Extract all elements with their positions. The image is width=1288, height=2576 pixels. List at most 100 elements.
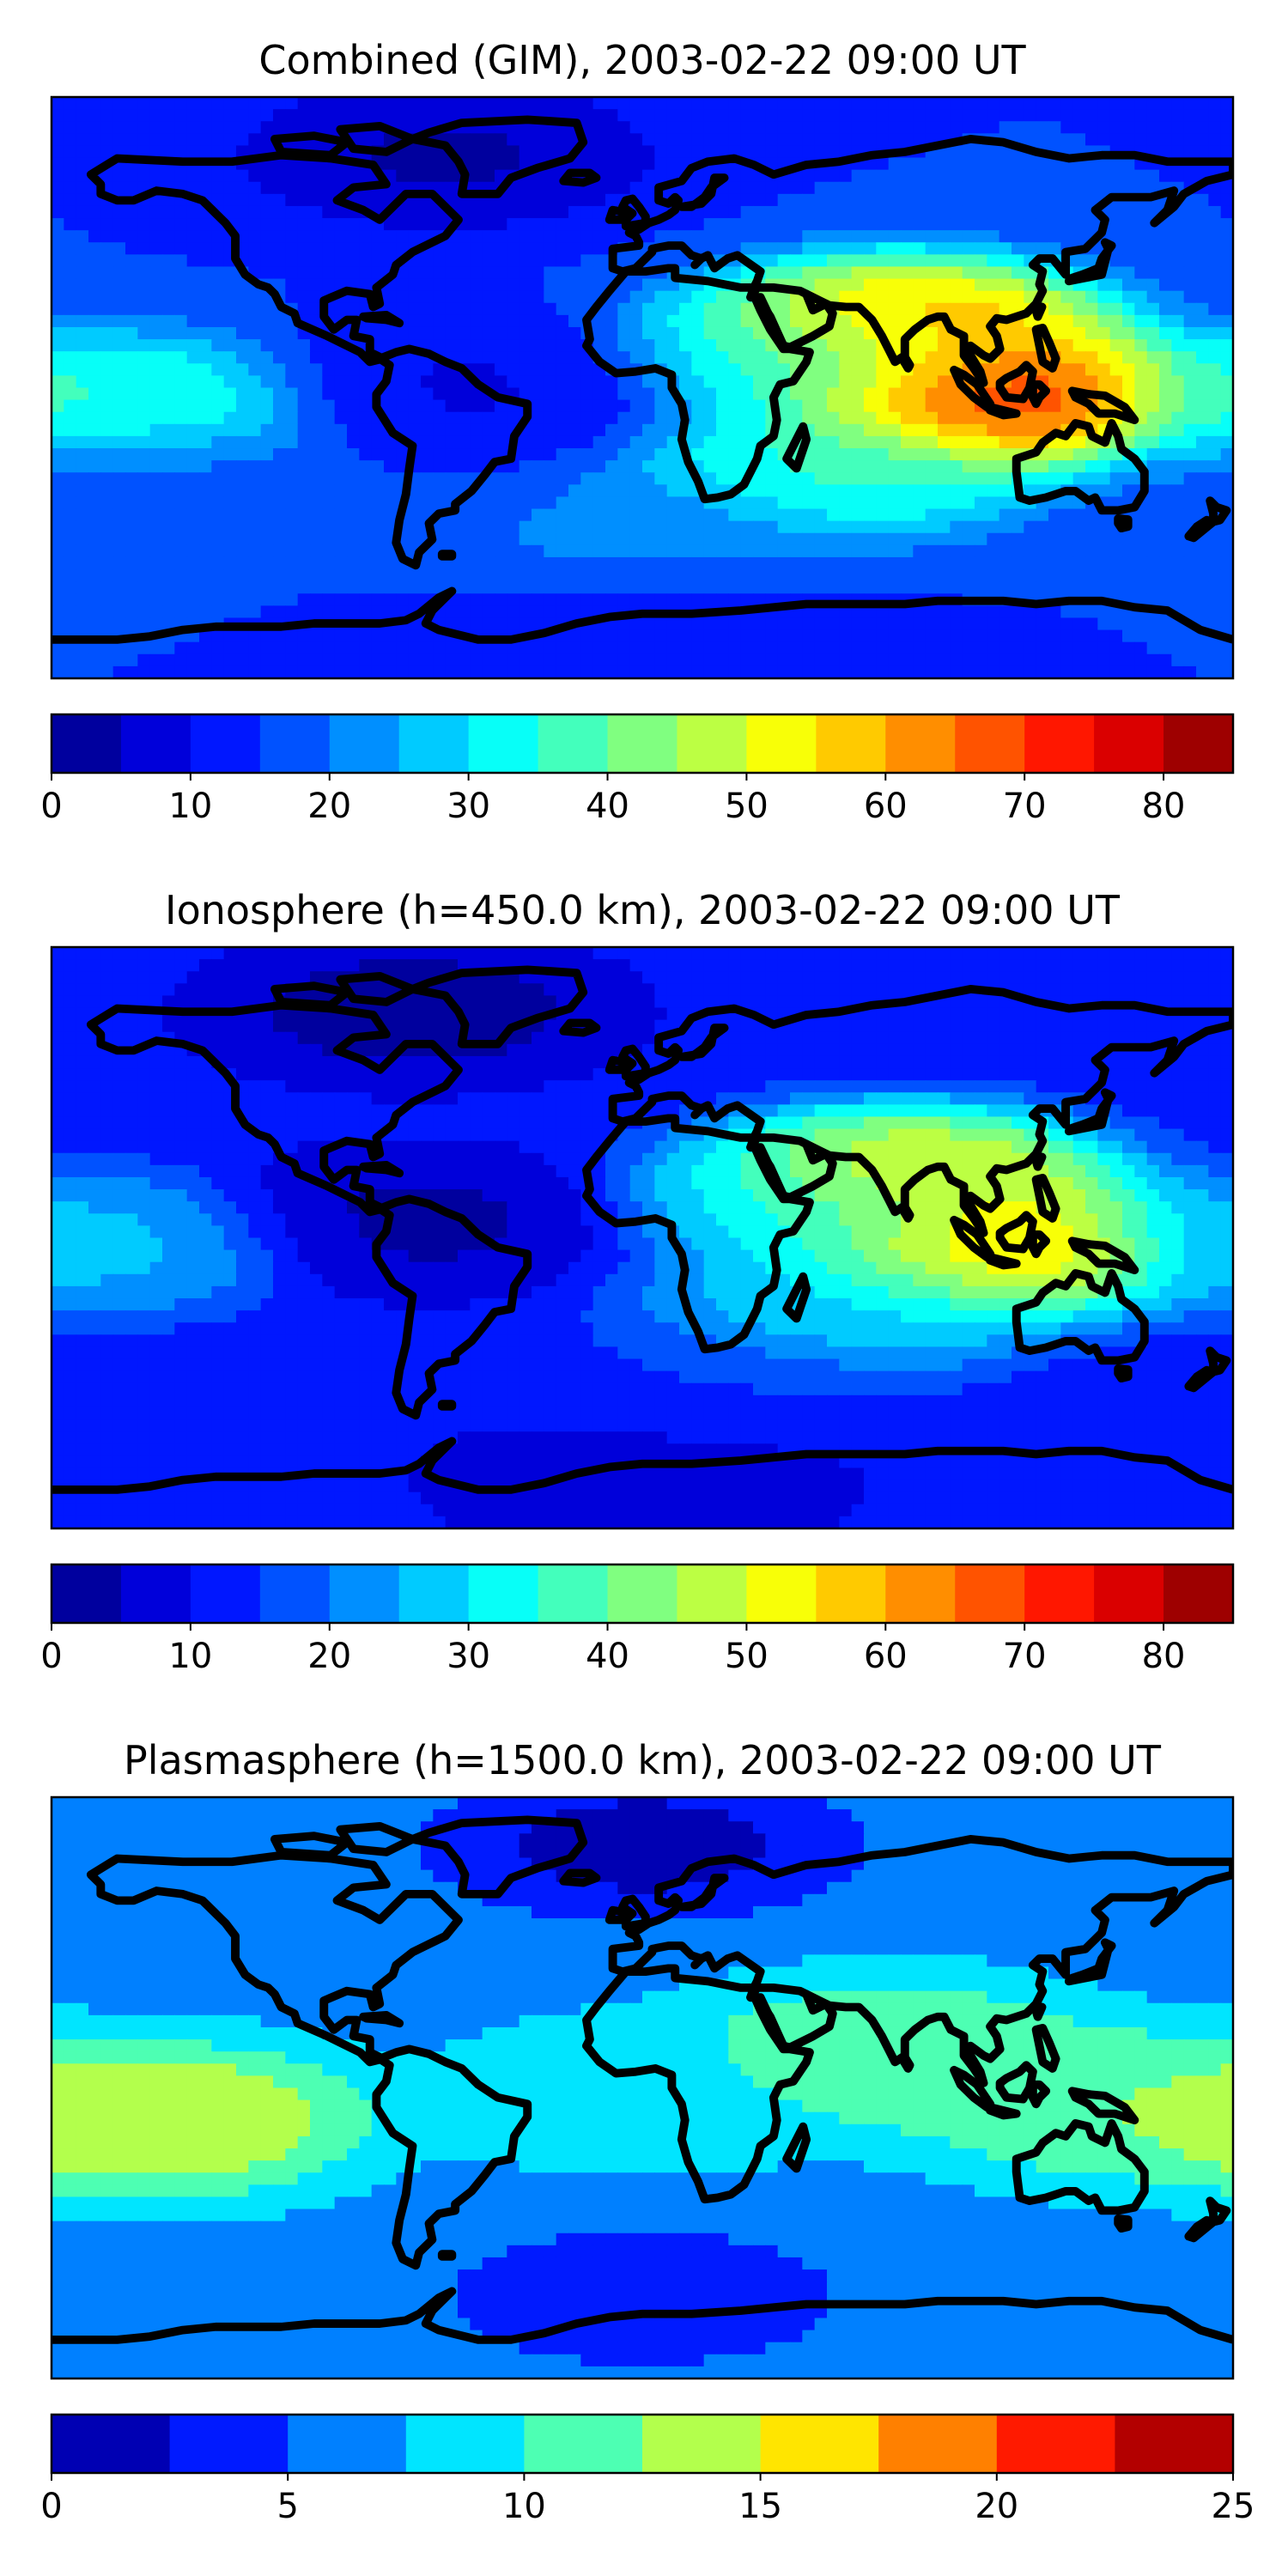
field-cell	[654, 629, 668, 643]
field-cell	[396, 593, 410, 606]
field-cell	[691, 375, 705, 389]
field-cell	[1085, 278, 1098, 292]
field-cell	[519, 496, 532, 510]
field-cell	[901, 435, 914, 449]
field-cell	[162, 556, 175, 570]
field-cell	[347, 363, 360, 376]
field-cell	[802, 520, 816, 534]
field-cell	[962, 266, 975, 280]
colorbar-swatch	[538, 714, 609, 773]
field-cell	[76, 641, 89, 655]
field-cell	[1159, 496, 1172, 510]
field-cell	[938, 605, 951, 619]
field-cell	[728, 302, 742, 316]
field-cell	[1146, 399, 1160, 413]
field-cell	[408, 569, 422, 582]
field-cell	[1060, 133, 1074, 147]
field-cell	[1208, 387, 1222, 401]
field-cell	[950, 314, 963, 328]
field-cell	[223, 205, 237, 219]
field-cell	[100, 983, 114, 997]
field-cell	[532, 484, 544, 498]
field-cell	[740, 581, 754, 594]
field-cell	[125, 983, 138, 997]
field-cell	[629, 544, 643, 558]
field-cell	[1024, 665, 1037, 678]
field-cell	[1220, 278, 1233, 292]
field-cell	[876, 121, 890, 134]
field-cell	[544, 641, 557, 655]
field-cell	[814, 629, 828, 643]
field-cell	[1060, 448, 1074, 461]
field-cell	[64, 508, 77, 522]
field-cell	[112, 947, 126, 960]
field-cell	[433, 339, 447, 352]
field-cell	[827, 556, 840, 570]
field-cell	[777, 569, 791, 582]
field-cell	[1012, 532, 1024, 546]
field-cell	[52, 157, 64, 171]
field-cell	[728, 653, 742, 667]
field-cell	[211, 544, 225, 558]
field-cell	[519, 484, 532, 498]
field-cell	[938, 947, 951, 960]
field-cell	[76, 544, 89, 558]
field-cell	[322, 653, 336, 667]
field-cell	[1012, 556, 1024, 570]
field-cell	[1171, 145, 1185, 159]
field-cell	[938, 278, 951, 292]
field-cell	[851, 532, 865, 546]
field-cell	[839, 472, 853, 485]
field-cell	[753, 363, 766, 376]
field-cell	[580, 593, 594, 606]
field-cell	[396, 641, 410, 655]
field-cell	[592, 157, 606, 171]
field-cell	[925, 435, 939, 449]
field-cell	[913, 133, 927, 147]
field-cell	[901, 460, 914, 473]
field-cell	[999, 971, 1012, 984]
field-cell	[938, 302, 951, 316]
field-cell	[310, 205, 323, 219]
field-cell	[371, 983, 385, 997]
field-cell	[421, 363, 434, 376]
field-cell	[297, 278, 311, 292]
field-cell	[975, 278, 987, 292]
field-cell	[371, 544, 385, 558]
field-cell	[975, 641, 987, 655]
field-cell	[273, 411, 286, 425]
field-cell	[1196, 314, 1209, 328]
field-cell	[482, 145, 495, 159]
field-cell	[1109, 959, 1123, 972]
field-cell	[962, 532, 975, 546]
field-cell	[1196, 460, 1209, 473]
field-cell	[359, 641, 373, 655]
field-cell	[186, 971, 200, 984]
field-cell	[384, 157, 397, 171]
field-cell	[519, 593, 532, 606]
field-cell	[186, 947, 200, 960]
field-cell	[827, 520, 840, 534]
field-cell	[236, 290, 249, 304]
field-cell	[901, 133, 914, 147]
field-cell	[297, 460, 311, 473]
field-cell	[396, 278, 410, 292]
field-cell	[1146, 484, 1160, 498]
field-cell	[421, 629, 434, 643]
field-cell	[1196, 254, 1209, 268]
field-cell	[236, 181, 249, 195]
field-cell	[605, 411, 618, 425]
field-cell	[876, 218, 890, 231]
field-cell	[888, 97, 902, 110]
field-cell	[1208, 351, 1222, 364]
field-cell	[223, 97, 237, 110]
field-cell	[396, 109, 410, 122]
field-cell	[273, 193, 286, 207]
field-cell	[876, 947, 890, 960]
field-cell	[310, 423, 323, 437]
field-cell	[864, 617, 877, 631]
field-cell	[1097, 278, 1111, 292]
field-cell	[88, 544, 101, 558]
field-cell	[507, 508, 520, 522]
field-cell	[507, 266, 520, 280]
